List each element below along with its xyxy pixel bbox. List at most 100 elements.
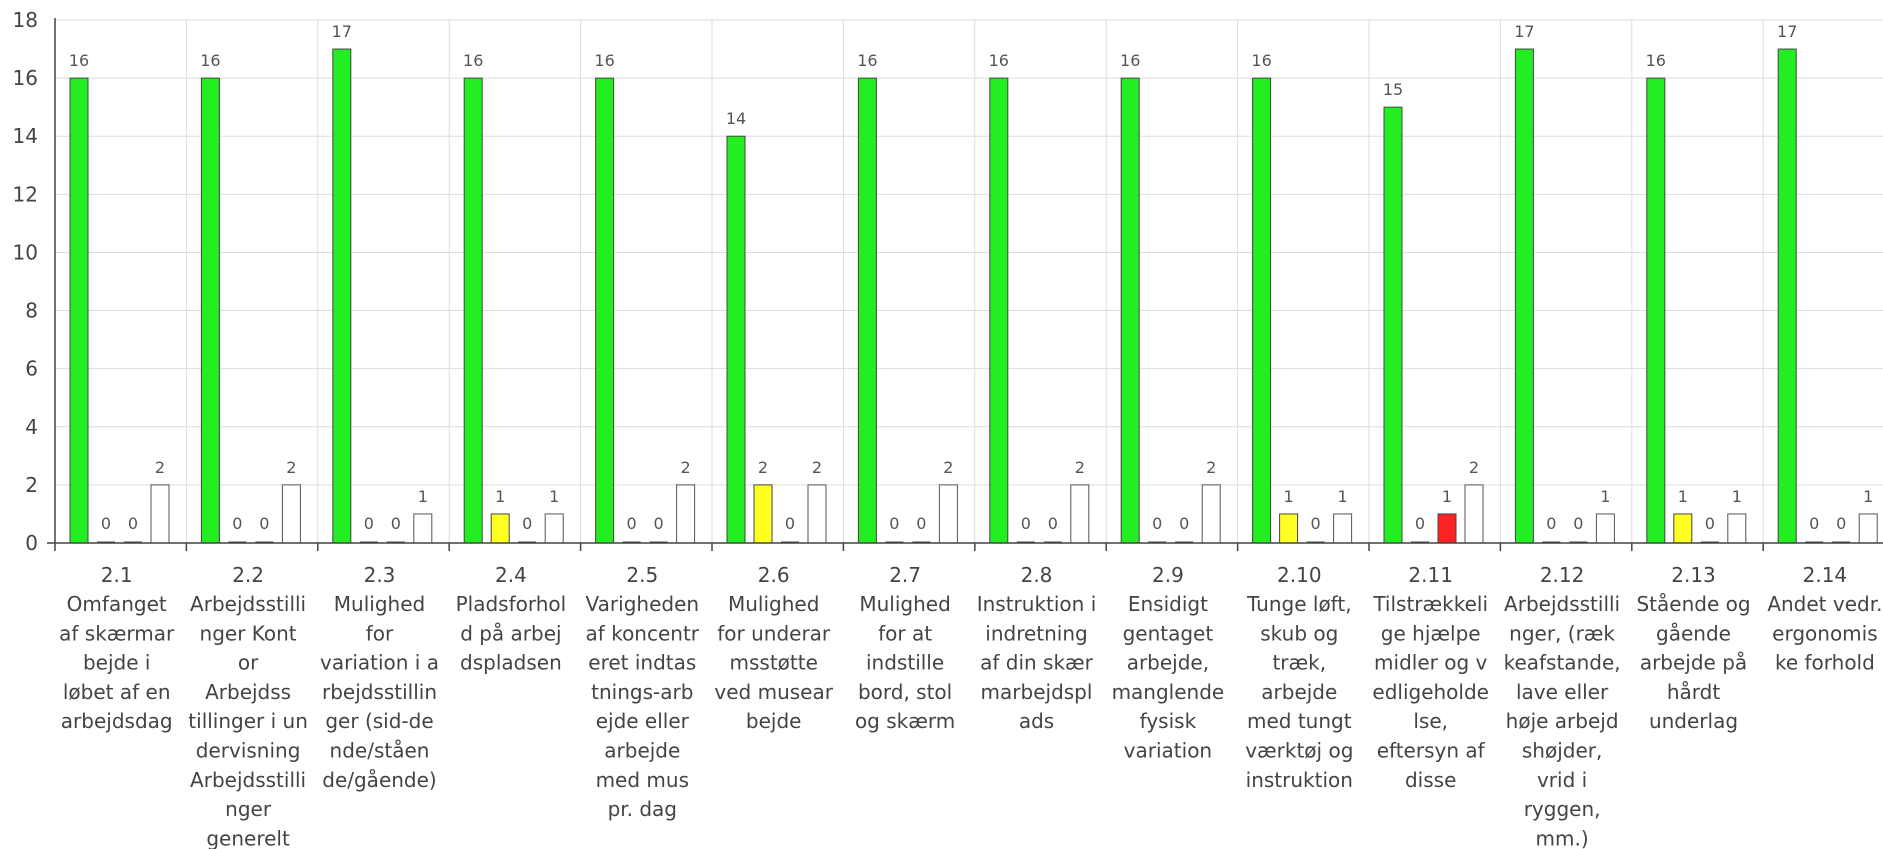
- category-description-line: Andet vedr.: [1767, 592, 1882, 616]
- category-separators: [54, 20, 1764, 543]
- category-description-line: Arbejdsstilli: [190, 768, 306, 792]
- category-description-line: ads: [1019, 709, 1054, 733]
- data-label: 1: [549, 487, 559, 506]
- data-label: 2: [812, 458, 822, 477]
- bar-2.4-s2: [490, 513, 510, 544]
- data-label: 0: [1048, 514, 1058, 533]
- data-label: 16: [463, 51, 483, 70]
- category-description-line: værktøj og: [1245, 739, 1353, 763]
- category-description-line: Instruktion i: [977, 592, 1097, 616]
- category-description-line: indstille: [866, 651, 944, 675]
- bar-2.12-s1: [1514, 48, 1534, 544]
- category-description-line: Mulighed: [859, 592, 950, 616]
- category-description-line: de/gående): [322, 768, 436, 792]
- category-code-label: 2.2: [232, 563, 264, 587]
- data-label: 17: [1777, 22, 1797, 41]
- category-description-line: gentaget: [1123, 621, 1214, 645]
- bar-2.10-s1: [1252, 77, 1272, 544]
- category-description-line: dervisning: [196, 739, 301, 763]
- category-description-line: manglende: [1112, 680, 1225, 704]
- y-tick-label: 12: [13, 182, 38, 206]
- bar-2.8-s1: [989, 77, 1009, 544]
- y-tick-label: 2: [25, 473, 38, 497]
- category-description-line: Arbejdsstilli: [190, 592, 306, 616]
- data-label: 2: [1075, 458, 1085, 477]
- bar-2.7-s1: [857, 77, 877, 544]
- category-description-line: Tilstrækkeli: [1372, 592, 1488, 616]
- data-label: 0: [101, 514, 111, 533]
- bar-2.14-s1: [1777, 48, 1797, 544]
- bar-2.6-s2: [753, 484, 773, 544]
- data-label: 0: [1152, 514, 1162, 533]
- data-label: 1: [1442, 487, 1452, 506]
- category-description-line: gående: [1656, 621, 1731, 645]
- bar-2.2-s4: [281, 484, 301, 544]
- category-description-line: vrid i: [1537, 768, 1587, 792]
- data-label: 0: [916, 514, 926, 533]
- bar-2.7-s4: [938, 484, 958, 544]
- category-code-label: 2.4: [495, 563, 527, 587]
- category-description-line: nger, (ræk: [1509, 621, 1615, 645]
- data-label: 0: [627, 514, 637, 533]
- y-tick-label: 18: [13, 8, 38, 32]
- category-description-line: af koncentr: [586, 621, 700, 645]
- y-tick-label: 14: [13, 124, 38, 148]
- bar-2.6-s4: [807, 484, 827, 544]
- category-description-line: arbejdsdag: [61, 709, 173, 733]
- grid-layer: [55, 19, 1883, 486]
- data-label: 0: [1311, 514, 1321, 533]
- category-description-line: for at: [878, 621, 932, 645]
- category-description-line: generelt: [206, 826, 290, 849]
- data-label: 0: [1705, 514, 1715, 533]
- bar-2.3-s4: [413, 513, 433, 544]
- category-description-line: hårdt: [1667, 680, 1720, 704]
- data-label: 1: [1338, 487, 1348, 506]
- category-code-label: 2.7: [889, 563, 921, 587]
- category-description-line: arbejde: [1261, 680, 1337, 704]
- category-description-line: underlag: [1649, 709, 1738, 733]
- category-description-line: disse: [1405, 768, 1456, 792]
- category-description-line: arbejde,: [1127, 651, 1209, 675]
- bar-2.11-s4: [1464, 484, 1484, 544]
- category-description-line: edligeholde: [1372, 680, 1489, 704]
- bar-2.11-s3: [1437, 513, 1457, 544]
- data-label: 2: [286, 458, 296, 477]
- category-description-line: marbejdspl: [981, 680, 1093, 704]
- bar-2.5-s4: [676, 484, 696, 544]
- data-label: 0: [654, 514, 664, 533]
- data-label: 2: [758, 458, 768, 477]
- category-code-label: 2.11: [1408, 563, 1453, 587]
- category-description-line: med mus: [596, 768, 689, 792]
- category-labels-layer: 2.1 Omfanget af skærmar bejde i løbet af en a…: [59, 563, 1882, 849]
- category-code-label: 2.10: [1277, 563, 1322, 587]
- y-tick-label: 4: [25, 415, 38, 439]
- bar-2.13-s1: [1646, 77, 1666, 544]
- bar-2.4-s1: [463, 77, 483, 544]
- bar-2.4-s4: [544, 513, 564, 544]
- category-description-line: arbejde på: [1640, 651, 1747, 675]
- bars-layer: [69, 48, 1878, 544]
- category-description-line: Mulighed: [334, 592, 425, 616]
- category-description-line: med tungt: [1247, 709, 1352, 733]
- bar-2.9-s4: [1201, 484, 1221, 544]
- data-label: 0: [364, 514, 374, 533]
- data-label: 0: [1021, 514, 1031, 533]
- data-label: 16: [69, 51, 89, 70]
- category-description-line: af skærmar: [59, 621, 175, 645]
- category-description-line: Ensidigt: [1128, 592, 1208, 616]
- category-description-line: midler og v: [1374, 651, 1487, 675]
- data-label: 2: [155, 458, 165, 477]
- category-description-line: Arbejdsstilli: [1504, 592, 1620, 616]
- data-label: 2: [1206, 458, 1216, 477]
- category-description-line: Stående og: [1636, 592, 1750, 616]
- data-label: 16: [1251, 51, 1271, 70]
- bar-2.12-s4: [1595, 513, 1615, 544]
- data-label: 2: [681, 458, 691, 477]
- data-label: 0: [128, 514, 138, 533]
- category-description-line: for underar: [717, 621, 831, 645]
- category-description-line: ke forhold: [1775, 651, 1875, 675]
- category-code-label: 2.6: [758, 563, 790, 587]
- category-description-line: bejde i: [83, 651, 150, 675]
- category-description-line: fysisk: [1140, 709, 1197, 733]
